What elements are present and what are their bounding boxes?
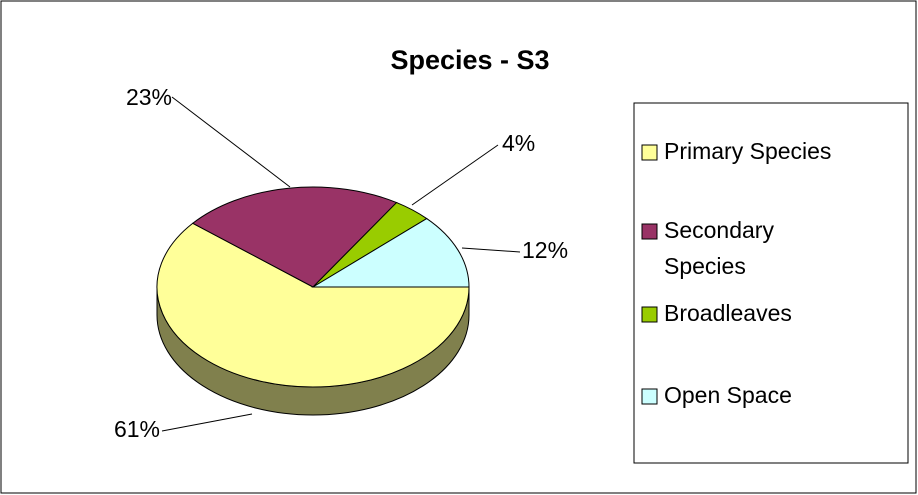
legend-swatch xyxy=(641,388,658,405)
legend-label: Open Space xyxy=(664,382,792,408)
legend-label: Broadleaves xyxy=(664,300,792,326)
leader-line xyxy=(161,413,253,432)
leader-line xyxy=(411,144,499,206)
data-label: 23% xyxy=(126,84,172,110)
data-label: 4% xyxy=(502,130,535,156)
data-label: 12% xyxy=(522,237,568,263)
leader-line xyxy=(461,247,521,253)
leader-line xyxy=(171,96,291,188)
pie-slice xyxy=(311,217,470,288)
legend-swatch xyxy=(641,306,658,323)
legend-swatch xyxy=(641,223,658,240)
legend-box xyxy=(633,102,909,464)
pie-slice xyxy=(191,186,398,288)
legend-swatch xyxy=(641,144,658,161)
legend-label: Primary Species xyxy=(664,138,831,164)
legend-label: Secondary Species xyxy=(664,217,774,279)
chart-title: Species - S3 xyxy=(390,45,549,75)
pie-slice xyxy=(156,222,470,388)
data-label: 61% xyxy=(114,416,160,442)
